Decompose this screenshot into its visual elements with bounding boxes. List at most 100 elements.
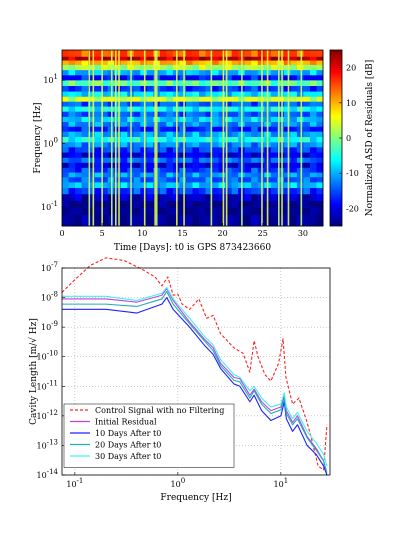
heatmap-cell [277, 200, 285, 209]
heatmap-cell [199, 116, 206, 123]
heatmap-x-tick-label: 15 [177, 229, 187, 238]
heatmap-cell [68, 56, 76, 61]
glitch-line [222, 50, 225, 226]
heatmap-cell [303, 80, 311, 87]
heatmap-cell [159, 106, 167, 113]
heatmap-cell [244, 172, 252, 178]
heatmap-cell [68, 137, 76, 143]
heatmap-cell [133, 75, 141, 81]
line-chart-y-tick-label: 10-7 [41, 261, 58, 273]
heatmap-cell [179, 215, 187, 227]
heatmap-cell [114, 157, 122, 164]
heatmap-cell [120, 194, 128, 202]
heatmap-cell [270, 75, 278, 81]
heatmap-cell [303, 86, 311, 92]
heatmap-cell [231, 96, 239, 103]
heatmap-cell [185, 50, 193, 58]
heatmap-cell [114, 106, 122, 113]
heatmap-cell [309, 207, 317, 216]
heatmap-cell [225, 106, 233, 113]
heatmap-cell [303, 172, 311, 178]
heatmap-cell [88, 101, 96, 108]
heatmap-y-tick-label-base: 10 [41, 203, 51, 212]
heatmap-cell [316, 50, 324, 58]
heatmap-cell [303, 177, 311, 183]
heatmap-cell [212, 177, 219, 183]
heatmap-cell [303, 101, 311, 108]
heatmap-cell [244, 162, 252, 169]
heatmap-cell [166, 207, 174, 216]
heatmap-cell [146, 116, 154, 123]
heatmap-cell [244, 80, 252, 87]
heatmap-cell [225, 215, 233, 227]
heatmap-cell [218, 60, 226, 66]
colorbar-tick-label: 20 [346, 64, 356, 73]
heatmap-cell [185, 172, 193, 178]
heatmap-cell [205, 137, 213, 143]
heatmap-cell [94, 56, 102, 61]
heatmap-cell [277, 162, 285, 169]
heatmap-cell [231, 172, 239, 178]
heatmap-cell [192, 162, 200, 169]
legend-entry-label: Initial Residual [95, 418, 157, 427]
heatmap-cell [133, 177, 141, 183]
heatmap-cell [231, 162, 239, 169]
heatmap-cell [316, 122, 324, 128]
heatmap-cell [166, 101, 174, 108]
heatmap-cell [251, 50, 259, 58]
heatmap-cell [277, 142, 285, 148]
heatmap-cell [205, 194, 213, 202]
heatmap-cell [218, 106, 226, 113]
heatmap-cell [159, 172, 167, 178]
line-chart-y-tick-label: 10-11 [37, 379, 58, 391]
heatmap-cell [199, 111, 206, 118]
heatmap-cell [290, 167, 298, 173]
heatmap-cell [205, 75, 213, 81]
heatmap-cell [88, 96, 96, 103]
heatmap-cell [159, 188, 167, 195]
heatmap-cell [283, 50, 291, 58]
line-chart-x-tick-label: 100 [171, 477, 186, 489]
heatmap-cell [114, 80, 122, 87]
heatmap-cell [140, 60, 148, 66]
heatmap-cell [309, 152, 317, 159]
heatmap-cell [81, 91, 89, 98]
heatmap-cell [231, 157, 239, 164]
heatmap-cell [75, 188, 82, 195]
heatmap-cell [94, 215, 102, 227]
heatmap-cell [140, 182, 148, 189]
heatmap-cell [192, 56, 200, 61]
heatmap-cell [185, 60, 193, 66]
heatmap-cell [225, 111, 233, 118]
heatmap-cell [166, 122, 174, 128]
heatmap-cell [205, 142, 213, 148]
heatmap-cell [68, 157, 76, 164]
heatmap-cell [283, 75, 291, 81]
heatmap-cell [290, 50, 298, 58]
heatmap-cell [68, 116, 76, 123]
heatmap-cell [244, 96, 252, 103]
heatmap-cell [68, 111, 76, 118]
heatmap-cell [199, 194, 206, 202]
heatmap-cell [212, 111, 219, 118]
heatmap-cell [68, 60, 76, 66]
heatmap-cell [146, 188, 154, 195]
heatmap-cell [101, 111, 109, 118]
heatmap-cell [101, 207, 109, 216]
heatmap-cell [94, 122, 102, 128]
heatmap-cell [159, 126, 167, 133]
heatmap-cell [133, 106, 141, 113]
heatmap-cell [114, 96, 122, 103]
heatmap-cell [270, 188, 278, 195]
heatmap-cell [114, 70, 122, 76]
heatmap-cell [244, 111, 252, 118]
heatmap-cell [205, 60, 213, 66]
heatmap-cell [212, 91, 219, 98]
heatmap-cell [75, 182, 82, 189]
heatmap-cell [199, 122, 206, 128]
heatmap-cell [75, 60, 82, 66]
heatmap-cell [159, 157, 167, 164]
line-chart-y-tick-label-exponent: -7 [51, 261, 58, 269]
line-chart-y-tick-label-exponent: -10 [47, 350, 58, 358]
heatmap-cell [88, 86, 96, 92]
